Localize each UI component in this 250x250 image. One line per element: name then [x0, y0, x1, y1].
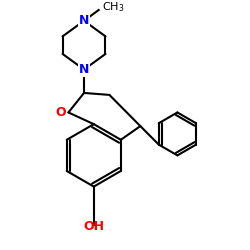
Text: N: N — [79, 14, 89, 27]
Text: O: O — [55, 106, 66, 119]
Text: OH: OH — [83, 220, 104, 233]
Text: N: N — [79, 63, 89, 76]
Text: CH$_3$: CH$_3$ — [102, 0, 124, 14]
